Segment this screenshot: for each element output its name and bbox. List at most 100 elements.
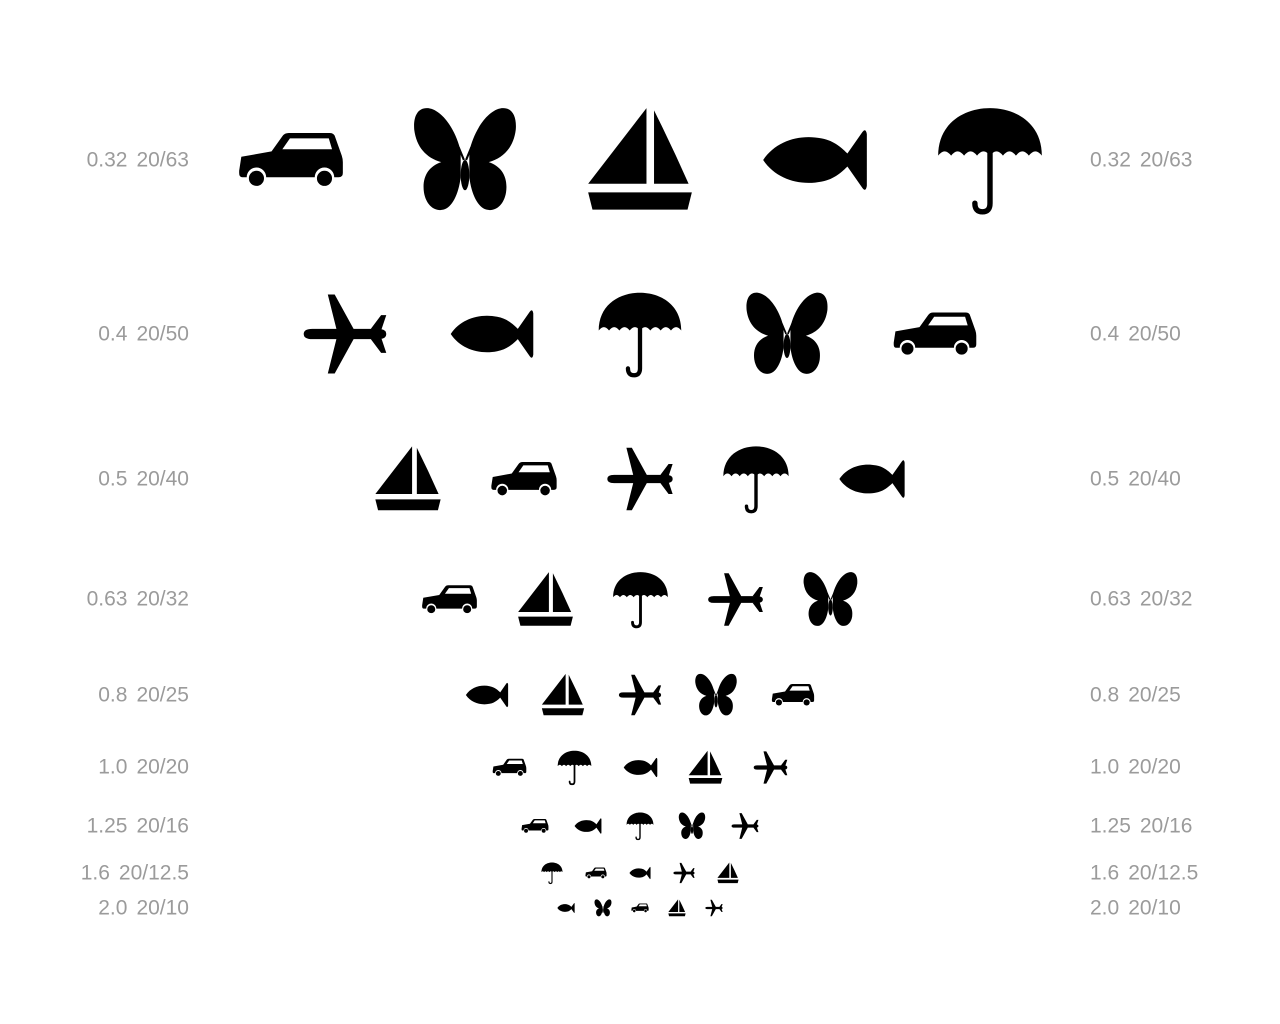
decimal-acuity: 0.8 xyxy=(98,683,128,707)
butterfly-icon xyxy=(803,571,857,626)
car-icon xyxy=(521,819,549,833)
fish-icon xyxy=(465,682,509,708)
butterfly-icon xyxy=(746,292,828,374)
acuity-label-right: 0.8 20/25 xyxy=(1090,685,1181,706)
airplane-icon xyxy=(673,862,695,884)
decimal-acuity: 0.63 xyxy=(1090,587,1131,611)
acuity-label-left: 0.4 20/50 xyxy=(98,324,189,345)
decimal-acuity: 0.4 xyxy=(1090,322,1120,346)
car-icon xyxy=(491,462,557,496)
airplane-icon xyxy=(753,750,787,784)
acuity-label-left: 1.6 20/12.5 xyxy=(81,863,189,884)
snellen-acuity: 20/63 xyxy=(136,148,189,172)
acuity-label-right: 1.6 20/12.5 xyxy=(1090,863,1198,884)
umbrella-icon xyxy=(723,446,789,514)
sailboat-icon xyxy=(517,571,573,626)
decimal-acuity: 1.6 xyxy=(1090,861,1120,885)
decimal-acuity: 2.0 xyxy=(98,896,128,920)
sailboat-icon xyxy=(375,446,441,511)
sailboat-icon xyxy=(688,750,722,784)
decimal-acuity: 1.25 xyxy=(86,814,128,838)
decimal-acuity: 0.4 xyxy=(98,322,128,346)
butterfly-icon xyxy=(678,812,706,839)
acuity-label-right: 1.0 20/20 xyxy=(1090,757,1181,778)
fish-icon xyxy=(574,818,602,834)
car-icon xyxy=(631,903,649,913)
umbrella-icon xyxy=(598,292,682,378)
snellen-acuity: 20/20 xyxy=(1128,755,1181,779)
fish-icon xyxy=(629,866,651,880)
umbrella-icon xyxy=(938,108,1042,215)
decimal-acuity: 1.0 xyxy=(98,755,128,779)
butterfly-icon xyxy=(695,673,737,716)
acuity-label-left: 0.5 20/40 xyxy=(98,469,189,490)
snellen-acuity: 20/32 xyxy=(136,587,189,611)
airplane-icon xyxy=(731,813,759,839)
snellen-acuity: 20/40 xyxy=(136,467,189,491)
snellen-acuity: 20/25 xyxy=(1128,683,1181,707)
decimal-acuity: 0.32 xyxy=(1090,148,1131,172)
acuity-label-right: 1.25 20/16 xyxy=(1090,816,1192,837)
snellen-acuity: 20/16 xyxy=(1139,814,1193,838)
acuity-label-right: 0.5 20/40 xyxy=(1090,469,1181,490)
umbrella-icon xyxy=(557,750,591,785)
butterfly-icon xyxy=(414,108,516,211)
decimal-acuity: 1.6 xyxy=(80,861,110,885)
snellen-acuity: 20/12.5 xyxy=(1128,861,1199,885)
decimal-acuity: 1.0 xyxy=(1090,755,1120,779)
decimal-acuity: 0.5 xyxy=(98,467,128,491)
snellen-acuity: 20/10 xyxy=(136,896,189,920)
butterfly-icon xyxy=(594,899,612,917)
acuity-label-left: 1.0 20/20 xyxy=(98,757,189,778)
fish-icon xyxy=(557,903,575,913)
car-icon xyxy=(893,312,977,355)
acuity-label-left: 0.32 20/63 xyxy=(87,150,189,171)
snellen-acuity: 20/40 xyxy=(1128,467,1181,491)
decimal-acuity: 0.63 xyxy=(86,587,128,611)
fish-icon xyxy=(623,757,657,777)
snellen-acuity: 20/12.5 xyxy=(118,861,189,885)
acuity-label-right: 2.0 20/10 xyxy=(1090,898,1181,919)
snellen-acuity: 20/10 xyxy=(1128,896,1181,920)
car-icon xyxy=(771,684,815,706)
car-icon xyxy=(421,584,477,613)
snellen-acuity: 20/16 xyxy=(136,814,189,838)
car-icon xyxy=(492,758,526,776)
acuity-label-left: 0.63 20/32 xyxy=(87,589,189,610)
fish-icon xyxy=(839,460,905,498)
umbrella-icon xyxy=(626,812,654,841)
sailboat-icon xyxy=(717,862,739,884)
snellen-acuity: 20/50 xyxy=(136,322,189,346)
airplane-icon xyxy=(707,572,763,626)
acuity-label-right: 0.32 20/63 xyxy=(1090,150,1192,171)
decimal-acuity: 0.5 xyxy=(1090,467,1120,491)
acuity-label-left: 0.8 20/25 xyxy=(98,685,189,706)
acuity-label-left: 1.25 20/16 xyxy=(87,816,189,837)
snellen-acuity: 20/32 xyxy=(1139,587,1193,611)
acuity-label-right: 0.4 20/50 xyxy=(1090,324,1181,345)
fish-icon xyxy=(450,310,534,358)
decimal-acuity: 0.8 xyxy=(1090,683,1120,707)
snellen-acuity: 20/50 xyxy=(1128,322,1181,346)
sailboat-icon xyxy=(668,899,686,917)
snellen-acuity: 20/25 xyxy=(136,683,189,707)
acuity-label-left: 2.0 20/10 xyxy=(98,898,189,919)
sailboat-icon xyxy=(541,673,585,716)
airplane-icon xyxy=(303,294,387,374)
decimal-acuity: 2.0 xyxy=(1090,896,1120,920)
airplane-icon xyxy=(705,899,723,917)
decimal-acuity: 0.32 xyxy=(86,148,128,172)
umbrella-icon xyxy=(541,862,563,885)
airplane-icon xyxy=(618,674,662,716)
sailboat-icon xyxy=(588,108,692,210)
snellen-acuity: 20/63 xyxy=(1139,148,1193,172)
acuity-label-right: 0.63 20/32 xyxy=(1090,589,1192,610)
decimal-acuity: 1.25 xyxy=(1090,814,1131,838)
umbrella-icon xyxy=(612,571,668,628)
car-icon xyxy=(585,867,607,879)
fish-icon xyxy=(763,130,867,190)
snellen-acuity: 20/20 xyxy=(136,755,189,779)
car-icon xyxy=(239,133,343,186)
airplane-icon xyxy=(607,447,673,511)
